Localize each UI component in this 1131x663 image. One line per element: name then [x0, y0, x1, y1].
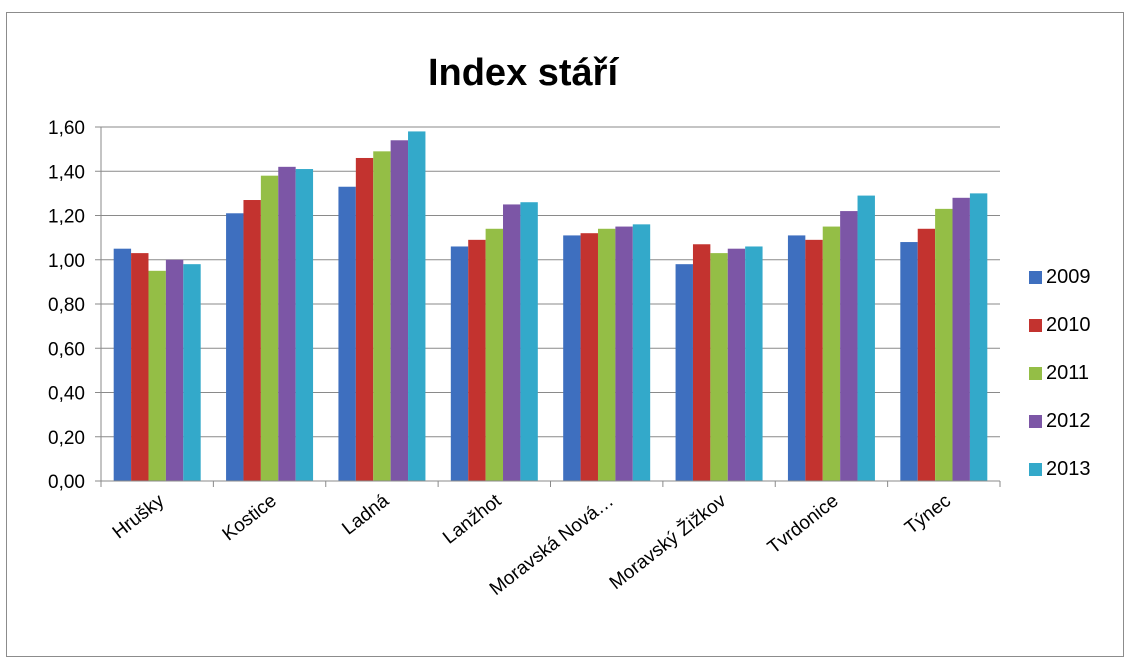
legend-label: 2010	[1046, 314, 1091, 336]
legend-swatch	[1029, 271, 1042, 284]
bar	[355, 157, 374, 481]
legend: 2009 2010 2011 2012 2013	[1029, 266, 1091, 480]
bar	[148, 270, 166, 481]
y-tick-label: 1,00	[48, 251, 85, 272]
y-axis-tick-labels: 0,00 0,20 0,40 0,60 0,80 1,00 1,20 1,40 1,60	[48, 118, 85, 493]
bar	[243, 200, 261, 481]
bar	[295, 169, 314, 481]
bar	[900, 242, 918, 481]
legend-swatch	[1029, 319, 1042, 332]
bar	[183, 264, 201, 481]
bar	[338, 186, 356, 482]
bar	[113, 248, 132, 481]
bar	[373, 151, 391, 481]
y-tick-label: 1,60	[48, 118, 85, 139]
y-tick-label: 1,40	[48, 162, 85, 183]
bar	[408, 131, 426, 482]
x-tick-label: Hrušky	[109, 490, 169, 543]
bar	[727, 248, 746, 481]
bar	[692, 244, 711, 481]
bar	[597, 228, 616, 481]
bar	[969, 193, 988, 481]
bar-chart: Index stáří 0,00 0,20 0,40 0,60 0,80 1,00 1,20…	[48, 52, 1091, 600]
bar	[675, 264, 693, 481]
bar	[260, 175, 279, 482]
x-tick-label: Tvrdonice	[764, 490, 843, 558]
bar	[520, 202, 538, 481]
bar	[131, 253, 149, 481]
bar	[450, 246, 469, 481]
x-tick-label: Moravský Žižkov	[605, 489, 730, 594]
legend-swatch	[1029, 463, 1042, 476]
y-tick-label: 0,80	[48, 295, 85, 316]
bar	[840, 211, 858, 481]
legend-label: 2013	[1046, 458, 1091, 480]
axes	[95, 126, 1001, 487]
chart-frame: Index stáří 0,00 0,20 0,40 0,60 0,80 1,00 1,20…	[6, 12, 1124, 657]
bar	[390, 140, 409, 481]
bar	[468, 239, 486, 481]
bar	[580, 233, 598, 481]
legend-label: 2012	[1046, 410, 1091, 432]
bar	[857, 195, 875, 481]
bar	[805, 239, 823, 481]
chart-title: Index stáří	[428, 52, 620, 94]
bar	[563, 235, 581, 481]
bar	[615, 226, 633, 481]
bar	[503, 204, 521, 481]
bar	[917, 228, 936, 481]
bar	[165, 259, 184, 481]
legend-swatch	[1029, 367, 1042, 380]
bar	[822, 226, 841, 481]
y-tick-label: 0,60	[48, 339, 85, 360]
x-tick-label: Kostice	[219, 490, 281, 545]
bar	[935, 208, 953, 482]
bar	[278, 166, 296, 481]
x-tick-label: Ladná	[338, 490, 393, 539]
bars	[113, 131, 988, 482]
bar	[632, 224, 651, 481]
legend-label: 2011	[1046, 362, 1089, 384]
bar	[952, 197, 970, 482]
legend-swatch	[1029, 415, 1042, 428]
y-tick-label: 0,40	[48, 384, 85, 405]
x-tick-label: Týnec	[901, 490, 955, 538]
y-tick-label: 1,20	[48, 207, 85, 228]
bar	[710, 253, 728, 481]
x-tick-label: Moravská Nová…	[486, 490, 618, 600]
legend-label: 2009	[1046, 266, 1091, 288]
bar	[745, 246, 763, 481]
bar	[485, 228, 504, 481]
bar	[226, 213, 244, 481]
y-tick-label: 0,00	[48, 472, 85, 493]
y-tick-label: 0,20	[48, 428, 85, 449]
x-tick-label: Lanžhot	[439, 490, 506, 549]
bar	[787, 235, 806, 481]
